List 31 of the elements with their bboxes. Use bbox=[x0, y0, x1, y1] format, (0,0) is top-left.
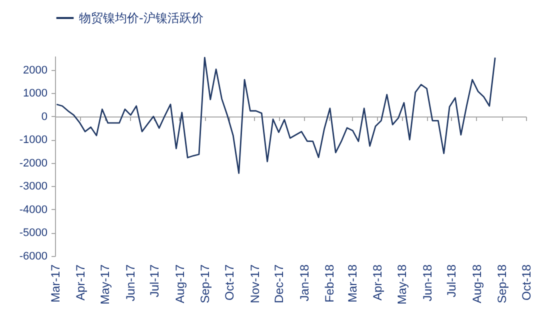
x-tick-label: Dec-17 bbox=[272, 264, 286, 304]
x-tick-label: Oct-18 bbox=[520, 264, 534, 301]
y-tick-label: 0 bbox=[41, 110, 48, 123]
y-tick-label: 2000 bbox=[23, 64, 48, 76]
x-tick-label: Feb-18 bbox=[322, 264, 337, 303]
y-tick-label: -5000 bbox=[19, 227, 48, 240]
x-tick-label: Oct-17 bbox=[222, 264, 237, 301]
x-tick-label: Apr-18 bbox=[370, 264, 385, 301]
legend-label: 物贸镍均价-沪镍活跃价 bbox=[79, 11, 204, 25]
y-tick-label: -1000 bbox=[19, 134, 48, 146]
x-tick-label: Jun-18 bbox=[420, 264, 434, 302]
x-tick-label: Sep-18 bbox=[495, 264, 510, 304]
x-tick-label: Jul-18 bbox=[444, 264, 459, 298]
x-tick-label: Mar-18 bbox=[345, 264, 360, 303]
x-tick-label: Nov-17 bbox=[248, 264, 262, 304]
y-tick-label: 1000 bbox=[23, 88, 48, 100]
x-tick-label: Aug-18 bbox=[470, 264, 484, 304]
x-tick-label: Jan-18 bbox=[297, 264, 312, 302]
x-tick-label: Mar-17 bbox=[48, 264, 62, 303]
x-tick-label: May-17 bbox=[98, 264, 112, 305]
x-tick-label: May-18 bbox=[395, 264, 410, 305]
y-tick-label: -4000 bbox=[19, 204, 48, 216]
y-tick-label: -3000 bbox=[19, 180, 48, 193]
x-tick-label: Apr-17 bbox=[74, 264, 88, 301]
x-tick-label: Sep-17 bbox=[198, 264, 212, 304]
x-tick-label: Aug-17 bbox=[172, 264, 187, 304]
y-tick-label: -6000 bbox=[19, 250, 48, 262]
x-tick-label: Jul-17 bbox=[148, 264, 162, 298]
y-tick-label: -2000 bbox=[19, 157, 48, 170]
line-series bbox=[56, 56, 496, 174]
x-tick-label: Jun-17 bbox=[123, 264, 138, 302]
